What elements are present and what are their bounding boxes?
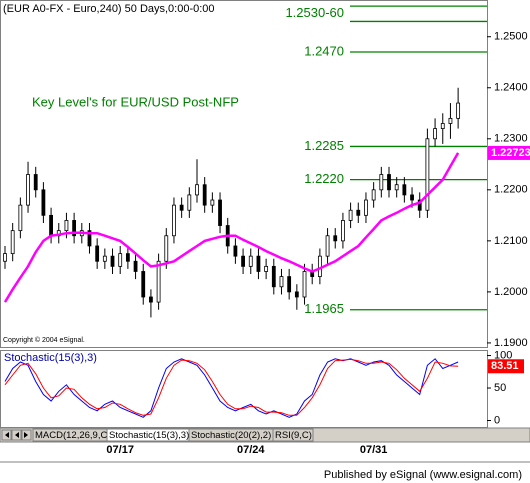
candle-body (448, 117, 453, 124)
copyright: Copyright © 2004 eSignal. (3, 336, 85, 344)
candle-body (149, 296, 153, 303)
candle-body (425, 138, 430, 211)
last-value-box (488, 145, 530, 160)
y-tick-label: 0 (494, 414, 500, 426)
tab-label[interactable]: MACD(12,26,9,C) (35, 430, 111, 441)
candle-body (210, 199, 215, 206)
candle-body (218, 199, 222, 226)
stochastic-line (4, 358, 459, 418)
candle-body (279, 276, 284, 288)
stochastic-line (4, 358, 459, 416)
x-tick-label: 07/31 (360, 444, 388, 456)
candle-body (294, 291, 299, 298)
candle-body (202, 184, 207, 206)
y-tick-label: 1.2500 (494, 31, 528, 43)
tab-label[interactable]: Stochastic(20(2),2) (191, 430, 271, 441)
candle-body (95, 245, 100, 262)
candle-body (456, 102, 461, 119)
y-tick-label: 1.2400 (494, 82, 528, 94)
candle-body (18, 204, 23, 232)
candle-body (26, 174, 30, 206)
x-tick-label: 07/24 (237, 444, 265, 456)
candle-body (133, 260, 138, 272)
candle-body (102, 255, 107, 262)
candle-body (287, 276, 292, 293)
candle-body (387, 174, 391, 191)
y-tick-label: 1.1900 (494, 337, 528, 349)
candle-body (348, 209, 353, 221)
candle-body (325, 235, 330, 257)
candle-body (317, 255, 322, 277)
tab-label[interactable]: Stochastic(15(3),3) (109, 430, 189, 441)
tab-label[interactable]: RSI(9,C) (275, 430, 312, 441)
candle-body (271, 265, 276, 288)
candle-body (179, 204, 184, 211)
y-tick-label: 1.2100 (494, 235, 528, 247)
candle-body (333, 235, 338, 242)
candle-body (33, 174, 38, 191)
tab[interactable] (272, 428, 314, 442)
candle-body (364, 199, 368, 216)
annotation: Key Level's for EUR/USD Post-NFP (32, 94, 239, 109)
stochastic-title: Stochastic(15(3),3) (4, 352, 97, 364)
level-label: 1.2470 (304, 43, 344, 58)
footer: Published by eSignal (www.esignal.com) (324, 469, 522, 481)
level-label: 1.2220 (304, 171, 344, 186)
candle-body (187, 194, 192, 211)
candle-body (241, 255, 245, 267)
stochastic-panel (0, 350, 488, 428)
candle-body (141, 271, 146, 298)
level-label: 1.2530-60 (285, 5, 344, 20)
price-panel (0, 0, 488, 348)
y-tick-label: 50 (494, 382, 506, 394)
last-value-label: 83.51 (491, 360, 519, 372)
last-value-label: 1.22723 (491, 147, 530, 159)
candle-body (410, 194, 414, 201)
last-value-box (488, 359, 524, 374)
candle-body (440, 123, 445, 129)
candle-body (87, 230, 92, 247)
y-tick-label: 1.2200 (494, 184, 528, 196)
candle-body (341, 220, 345, 242)
candle-body (41, 189, 46, 216)
candle-body (118, 253, 123, 267)
candle-body (164, 235, 169, 262)
candle-body (256, 255, 261, 272)
candle-body (3, 253, 7, 262)
y-tick-label: 1.2000 (494, 286, 528, 298)
candle-body (371, 189, 376, 201)
candle-body (356, 209, 361, 216)
tab-nav[interactable] (1, 429, 32, 441)
level-label: 1.1965 (304, 301, 344, 316)
y-tick-label: 100 (494, 349, 512, 361)
candle-body (302, 271, 307, 298)
y-tick-label: 1.2300 (494, 133, 528, 145)
candle-body (233, 245, 238, 257)
candle-body (433, 128, 437, 140)
candle-body (49, 214, 53, 237)
candle-body (248, 255, 253, 267)
candle-body (264, 265, 269, 272)
candle-body (195, 184, 199, 196)
chart-title: (EUR A0-FX - Euro,240) 50 Days,0:00-0:00 (3, 3, 215, 15)
candle-body (10, 230, 15, 255)
candle-body (156, 260, 161, 303)
candle-body (72, 220, 77, 237)
candle-body (394, 184, 399, 191)
candle-body (402, 184, 407, 196)
candle-body (172, 204, 176, 237)
candle-body (379, 174, 384, 191)
candle-body (125, 253, 130, 262)
nav-arrows (5, 432, 28, 438)
candle-body (110, 255, 115, 267)
candle-body (64, 220, 69, 232)
moving-average (3, 152, 460, 303)
level-label: 1.2285 (304, 138, 344, 153)
candle-body (417, 199, 422, 211)
x-tick-label: 07/17 (106, 444, 134, 456)
